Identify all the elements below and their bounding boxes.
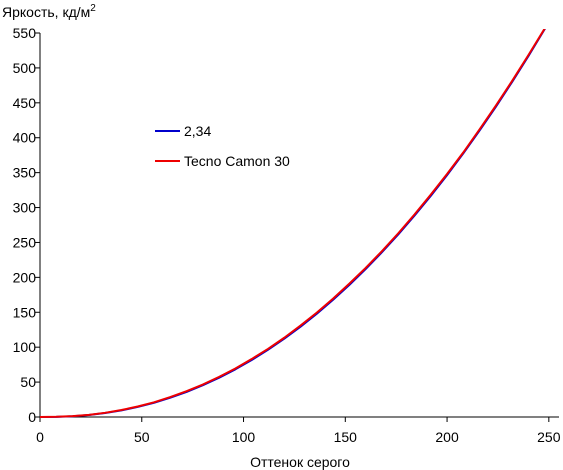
y-tick-label: 450 (13, 95, 37, 111)
x-tick-label: 200 (435, 429, 459, 445)
legend: 2,34 Tecno Camon 30 (155, 123, 290, 169)
x-axis-title: Оттенок серого (250, 454, 350, 470)
legend-label-2: Tecno Camon 30 (184, 153, 290, 169)
y-axis-title-text: Яркость, кд/м (2, 4, 90, 20)
y-tick-label: 350 (13, 165, 37, 181)
y-tick-label: 400 (13, 130, 37, 146)
y-axis-title-superscript: 2 (90, 3, 96, 14)
x-tick-label: 0 (36, 429, 44, 445)
y-tick-label: 100 (13, 339, 37, 355)
y-tick-label: 550 (13, 25, 37, 41)
y-tick-label: 200 (13, 269, 37, 285)
y-tick-label: 0 (28, 409, 36, 425)
x-tick-label: 250 (537, 429, 561, 445)
y-axis-title: Яркость, кд/м2 (2, 3, 96, 20)
legend-label-1: 2,34 (184, 123, 211, 139)
y-tick-label: 50 (20, 374, 36, 390)
y-tick-label: 300 (13, 200, 37, 216)
x-tick-label: 100 (232, 429, 256, 445)
y-tick-label: 150 (13, 304, 37, 320)
y-tick-label: 250 (13, 234, 37, 250)
series-lines (40, 29, 546, 418)
y-tick-label: 500 (13, 60, 37, 76)
series-line-1 (40, 29, 546, 418)
x-tick-label: 50 (134, 429, 150, 445)
tick-labels: 0 50 100 150 200 250 300 350 400 450 500 550 0 50 100 1… (13, 25, 561, 445)
axes (39, 33, 559, 418)
series-line-2 (40, 29, 546, 418)
x-tick-label: 150 (334, 429, 358, 445)
